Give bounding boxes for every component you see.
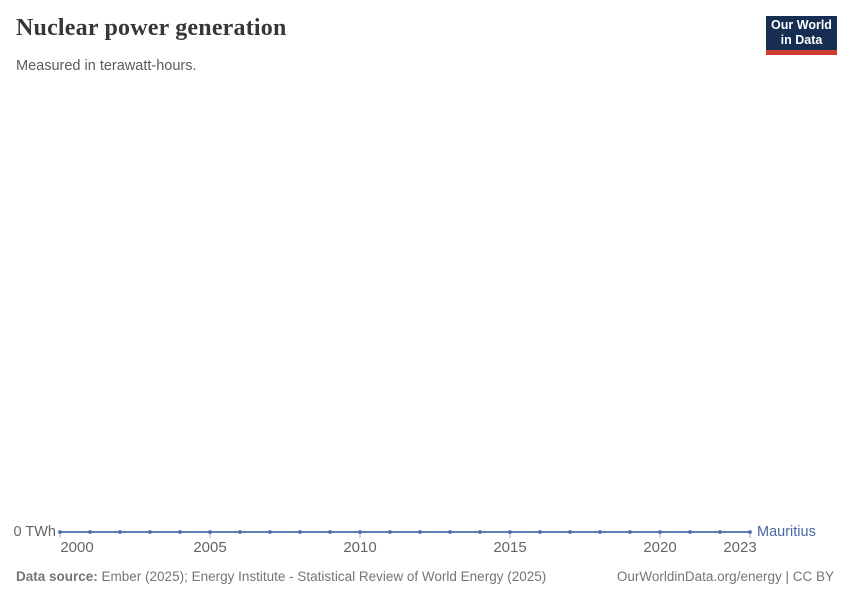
data-point xyxy=(418,530,422,534)
data-point xyxy=(628,530,632,534)
owid-logo-red-bar xyxy=(766,50,837,55)
owid-credit-link[interactable]: OurWorldinData.org/energy | CC BY xyxy=(616,569,834,584)
data-point xyxy=(88,530,92,534)
data-point xyxy=(268,530,272,534)
x-axis-tick-label: 2010 xyxy=(343,539,377,556)
data-point xyxy=(538,530,542,534)
chart-title: Nuclear power generation xyxy=(16,15,287,41)
y-axis-zero-label: 0 TWh xyxy=(13,524,56,540)
x-axis-tick-label: 2015 xyxy=(493,539,527,556)
data-point xyxy=(298,530,302,534)
data-point xyxy=(178,530,182,534)
data-point xyxy=(568,530,572,534)
x-axis-tick-label: 2005 xyxy=(193,539,227,556)
data-source-label: Data source: xyxy=(16,569,98,584)
data-point xyxy=(58,530,62,534)
chart-subtitle: Measured in terawatt-hours. xyxy=(16,58,197,74)
data-point xyxy=(598,530,602,534)
data-point xyxy=(328,530,332,534)
data-point xyxy=(748,530,752,534)
data-point xyxy=(358,530,362,534)
data-point xyxy=(448,530,452,534)
series-label-mauritius[interactable]: Mauritius xyxy=(757,524,816,540)
data-point xyxy=(388,530,392,534)
data-source-text: Ember (2025); Energy Institute - Statist… xyxy=(97,569,547,584)
data-point xyxy=(208,530,212,534)
owid-logo-line1: Our World xyxy=(771,18,832,32)
x-axis-tick-label: 2023 xyxy=(723,539,757,556)
data-point xyxy=(478,530,482,534)
data-point xyxy=(718,530,722,534)
x-axis-tick-label: 2000 xyxy=(60,539,94,556)
data-point xyxy=(688,530,692,534)
data-point xyxy=(658,530,662,534)
owid-logo: Our World in Data xyxy=(766,16,837,55)
owid-logo-line2: in Data xyxy=(780,33,823,47)
x-axis-tick-label: 2020 xyxy=(643,539,677,556)
data-point xyxy=(148,530,152,534)
data-point xyxy=(118,530,122,534)
data-source-note: Data source: Ember (2025); Energy Instit… xyxy=(16,569,546,584)
data-point xyxy=(238,530,242,534)
data-point xyxy=(508,530,512,534)
